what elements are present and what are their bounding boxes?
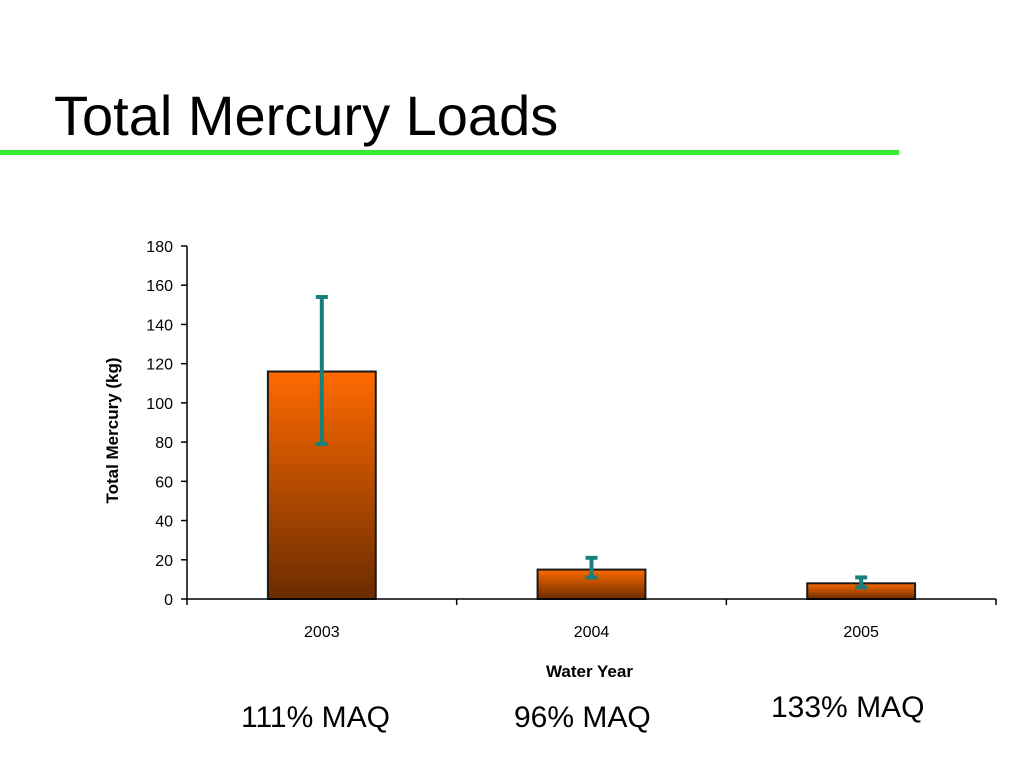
title-rule	[0, 150, 899, 155]
slide-title: Total Mercury Loads	[54, 84, 559, 147]
y-tick-label: 0	[164, 592, 173, 609]
x-tick-label: 2004	[574, 624, 610, 641]
y-axis-title: Total Mercury (kg)	[103, 357, 122, 503]
error-bars-group	[315, 294, 868, 590]
y-tick-label: 160	[146, 278, 173, 295]
y-tick-label: 140	[146, 317, 173, 334]
y-tick-label: 120	[146, 357, 173, 374]
y-tick-label: 60	[155, 474, 173, 491]
y-tick-label: 40	[155, 514, 173, 531]
y-tick-label: 80	[155, 435, 173, 452]
y-tick-label: 180	[146, 239, 173, 256]
x-tick-label: 2005	[843, 624, 879, 641]
maq-annotation-2005: 133% MAQ	[771, 691, 925, 724]
maq-annotation-2003: 111% MAQ	[241, 701, 390, 734]
y-tick-label: 20	[155, 553, 173, 570]
y-tick-label: 100	[146, 396, 173, 413]
maq-annotation-2004: 96% MAQ	[514, 701, 651, 734]
axes-group: 0 20 40 60 80 100 120 140 160 180 2003 2004 2005	[146, 239, 997, 641]
x-tick-label: 2003	[304, 624, 340, 641]
x-axis-title: Water Year	[546, 662, 633, 681]
